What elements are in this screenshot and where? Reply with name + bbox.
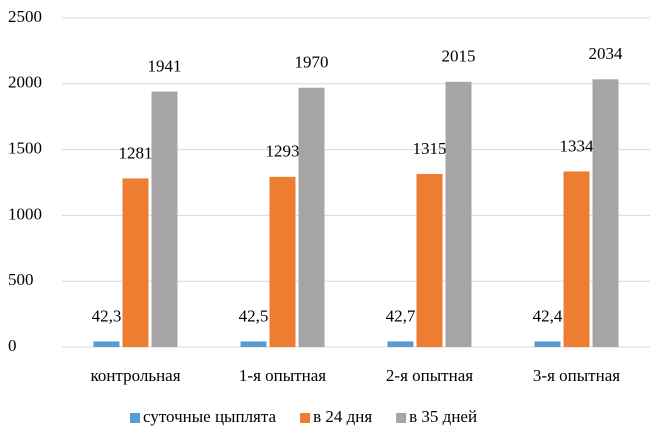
bar [534,341,561,347]
x-tick-label: 2-я опытная [386,366,473,385]
data-label: 1281 [119,143,153,162]
data-label: 42,4 [533,306,563,325]
x-tick-label: 3-я опытная [533,366,620,385]
bar [93,341,120,347]
data-label: 2015 [442,47,476,66]
bar [269,176,296,347]
bar [387,341,414,347]
y-tick-label: 1000 [8,204,42,223]
y-tick-label: 1500 [8,139,42,158]
bar [416,173,443,347]
data-label: 1315 [413,139,447,158]
data-label: 1293 [266,142,300,161]
data-label: 42,5 [239,306,269,325]
bar [298,87,325,348]
data-label: 1334 [560,136,595,155]
data-label: 1970 [295,53,329,72]
bar [240,341,267,347]
x-tick-label: 1-я опытная [239,366,326,385]
x-tick-label: контрольная [90,366,180,385]
y-tick-label: 0 [8,336,17,355]
y-tick-label: 2000 [8,73,42,92]
legend-swatch [396,413,407,423]
data-label: 42,3 [92,306,122,325]
legend-label: в 24 дня [313,407,372,426]
legend-swatch [300,413,311,423]
data-label: 42,7 [386,306,416,325]
bar [563,171,590,347]
data-label: 2034 [589,44,624,63]
bar [151,91,178,348]
legend-label: суточные цыплята [143,407,277,426]
data-label: 1941 [148,56,182,75]
bar [122,178,149,347]
legend-label: в 35 дней [409,407,477,426]
legend-swatch [130,413,140,423]
bar [445,81,472,348]
bar [592,79,619,348]
y-tick-label: 500 [8,270,34,289]
y-tick-label: 2500 [8,7,42,26]
